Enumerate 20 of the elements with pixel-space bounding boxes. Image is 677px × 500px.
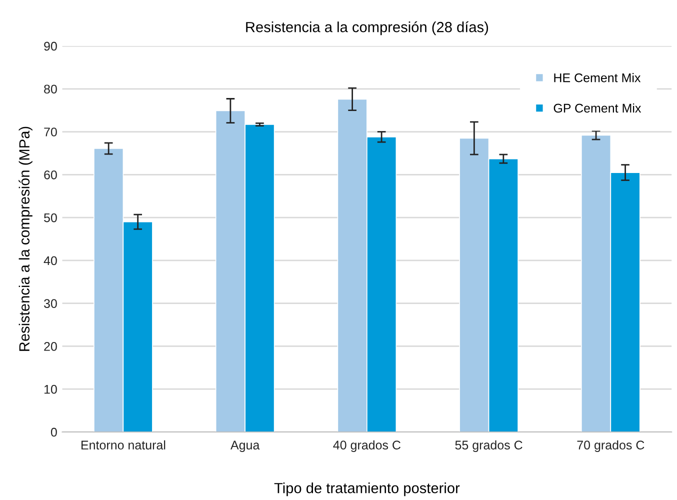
x-tick-label: 40 grados C (333, 440, 401, 452)
y-tick-label: 20 (44, 342, 57, 351)
legend-label: HE Cement Mix (554, 73, 641, 82)
x-tick-label: 55 grados C (455, 440, 522, 452)
x-tick-label: 70 grados C (577, 440, 644, 452)
x-axis-title: Tipo de tratamiento posterior (274, 482, 460, 496)
x-tick-label: Agua (230, 440, 260, 452)
y-tick-label: 80 (44, 84, 57, 94)
chart-title: Resistencia a la compresión (28 días) (246, 21, 488, 36)
y-axis-title: Resistencia a la compresión (MPa) (18, 126, 32, 351)
y-tick-label: 10 (44, 384, 57, 394)
y-tick-label: 0 (50, 428, 57, 437)
y-tick-label: 70 (44, 128, 57, 136)
y-tick-label: 90 (44, 42, 57, 51)
y-tick-label: 60 (44, 170, 57, 180)
y-tick-label: 30 (44, 299, 57, 308)
legend-label: GP Cement Mix (554, 103, 642, 113)
y-tick-label: 50 (44, 213, 57, 222)
x-tick-label: Entorno natural (82, 440, 166, 450)
y-tick-label: 40 (44, 256, 57, 266)
